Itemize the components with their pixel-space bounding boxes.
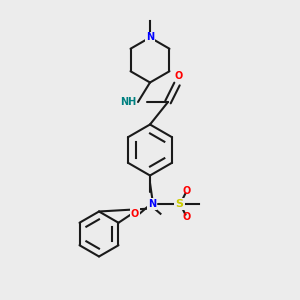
Text: NH: NH <box>120 97 136 107</box>
Text: N: N <box>148 199 157 209</box>
Text: O: O <box>183 185 191 196</box>
Text: S: S <box>176 199 183 209</box>
Text: O: O <box>131 209 139 219</box>
Text: N: N <box>146 32 154 43</box>
Text: O: O <box>174 71 183 81</box>
Text: O: O <box>183 212 191 223</box>
